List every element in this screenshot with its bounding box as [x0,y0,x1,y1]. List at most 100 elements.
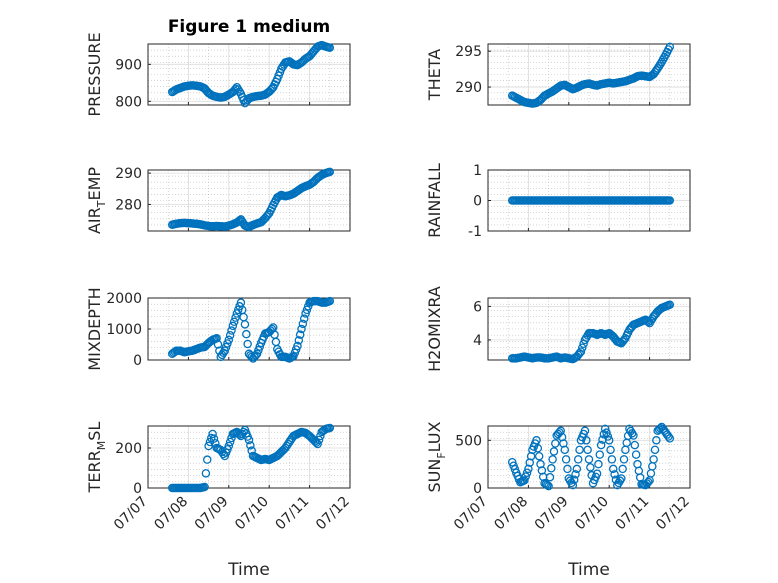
data-point [520,476,529,485]
y-tick-label: 900 [115,57,142,73]
data-point-fill [656,59,665,69]
data-point-fill [575,445,584,455]
data-point-fill [201,469,211,478]
data-point-fill [594,459,603,469]
data-point [244,435,254,445]
data-point-fill [233,429,243,438]
data-point [224,441,234,451]
data-point [325,296,335,306]
data-point [592,469,602,478]
y-tick-label: 290 [115,166,142,182]
data-point [240,320,250,329]
x-axis-label: Time [227,560,270,580]
data-point [325,43,335,52]
data-point-fill [631,450,641,459]
data-point [548,455,557,464]
data-point [208,429,217,439]
data-point-fill [607,455,617,464]
data-point-fill [603,432,613,441]
series-markers [167,40,335,108]
axes-box [487,425,691,489]
data-point [649,455,658,464]
series-markers [507,42,675,108]
data-point-fill [602,428,611,437]
y-tick-label: 1000 [106,322,142,338]
data-point-fill [302,305,312,315]
axes-box [487,43,691,106]
y-tick-label: 280 [115,197,142,213]
data-point-fill [522,468,532,477]
data-point-fill [555,428,564,437]
data-point-fill [618,464,627,474]
data-point-fill [578,343,587,352]
axes-box [487,297,691,361]
series-markers [507,196,675,205]
data-point-fill [551,439,560,448]
data-point [313,439,322,449]
data-point [293,341,302,351]
y-tick-label: 2000 [106,291,142,307]
data-point-fill [569,475,579,484]
data-point [325,167,335,177]
data-point-fill [654,425,664,434]
data-point-fill [571,470,580,479]
data-point-fill [664,432,673,441]
axes-box [147,425,351,489]
y-axis-label: SUNFLUX [425,421,448,492]
data-point [596,440,606,450]
y-tick-label: 290 [455,80,482,96]
y-tick-label: 6 [473,299,482,315]
y-tick-label: 0 [473,481,482,497]
data-point-fill [583,445,592,455]
data-point-fill [203,455,212,464]
data-point-fill [654,61,664,71]
data-point [568,480,578,490]
data-point [665,196,675,205]
y-axis-label: TERRMSL [85,422,108,494]
subplot-2: 290 295 THETA [425,42,691,108]
data-point-fill [246,441,255,450]
data-point [629,431,638,440]
data-point-fill [299,314,309,323]
y-tick-label: 800 [115,94,142,110]
y-tick-label: -1 [468,224,482,240]
subplot-6: 4 6 H2OMIXRA [425,286,691,372]
data-point [220,346,230,355]
data-point-fill [547,464,556,473]
data-point [560,445,570,455]
data-point [228,321,238,331]
data-point-fill [650,445,660,455]
series-markers [167,296,335,363]
y-tick-label: 295 [455,44,482,60]
y-tick-label: 0 [133,353,142,369]
data-point-fill [652,436,661,445]
data-point [665,42,675,52]
subplot-4: -1 0 1 RAINFALL [425,163,691,240]
data-point-fill [243,339,252,349]
data-point [236,215,246,224]
data-point-fill [263,210,273,220]
data-point-fill [227,433,236,443]
series-markers [167,423,335,493]
data-point-fill [561,455,571,464]
data-point-fill [213,340,223,349]
data-point-fill [563,464,572,474]
data-point [576,347,586,356]
data-point [653,64,662,73]
y-tick-label: 200 [115,441,142,457]
data-point-fill [227,326,236,335]
data-point-fill [209,434,219,443]
data-point-fill [294,336,304,345]
data-point [617,474,626,483]
data-point-fill [298,319,308,329]
data-point [544,481,553,491]
data-point-fill [233,305,243,315]
data-point [665,434,675,443]
data-point-fill [242,329,251,339]
data-point [665,300,675,309]
chart-title: Figure 1 medium [168,17,330,37]
data-point-fill [223,339,232,348]
data-point [224,335,234,345]
y-tick-label: 1 [473,163,482,179]
y-axis-label: RAINFALL [425,163,444,238]
